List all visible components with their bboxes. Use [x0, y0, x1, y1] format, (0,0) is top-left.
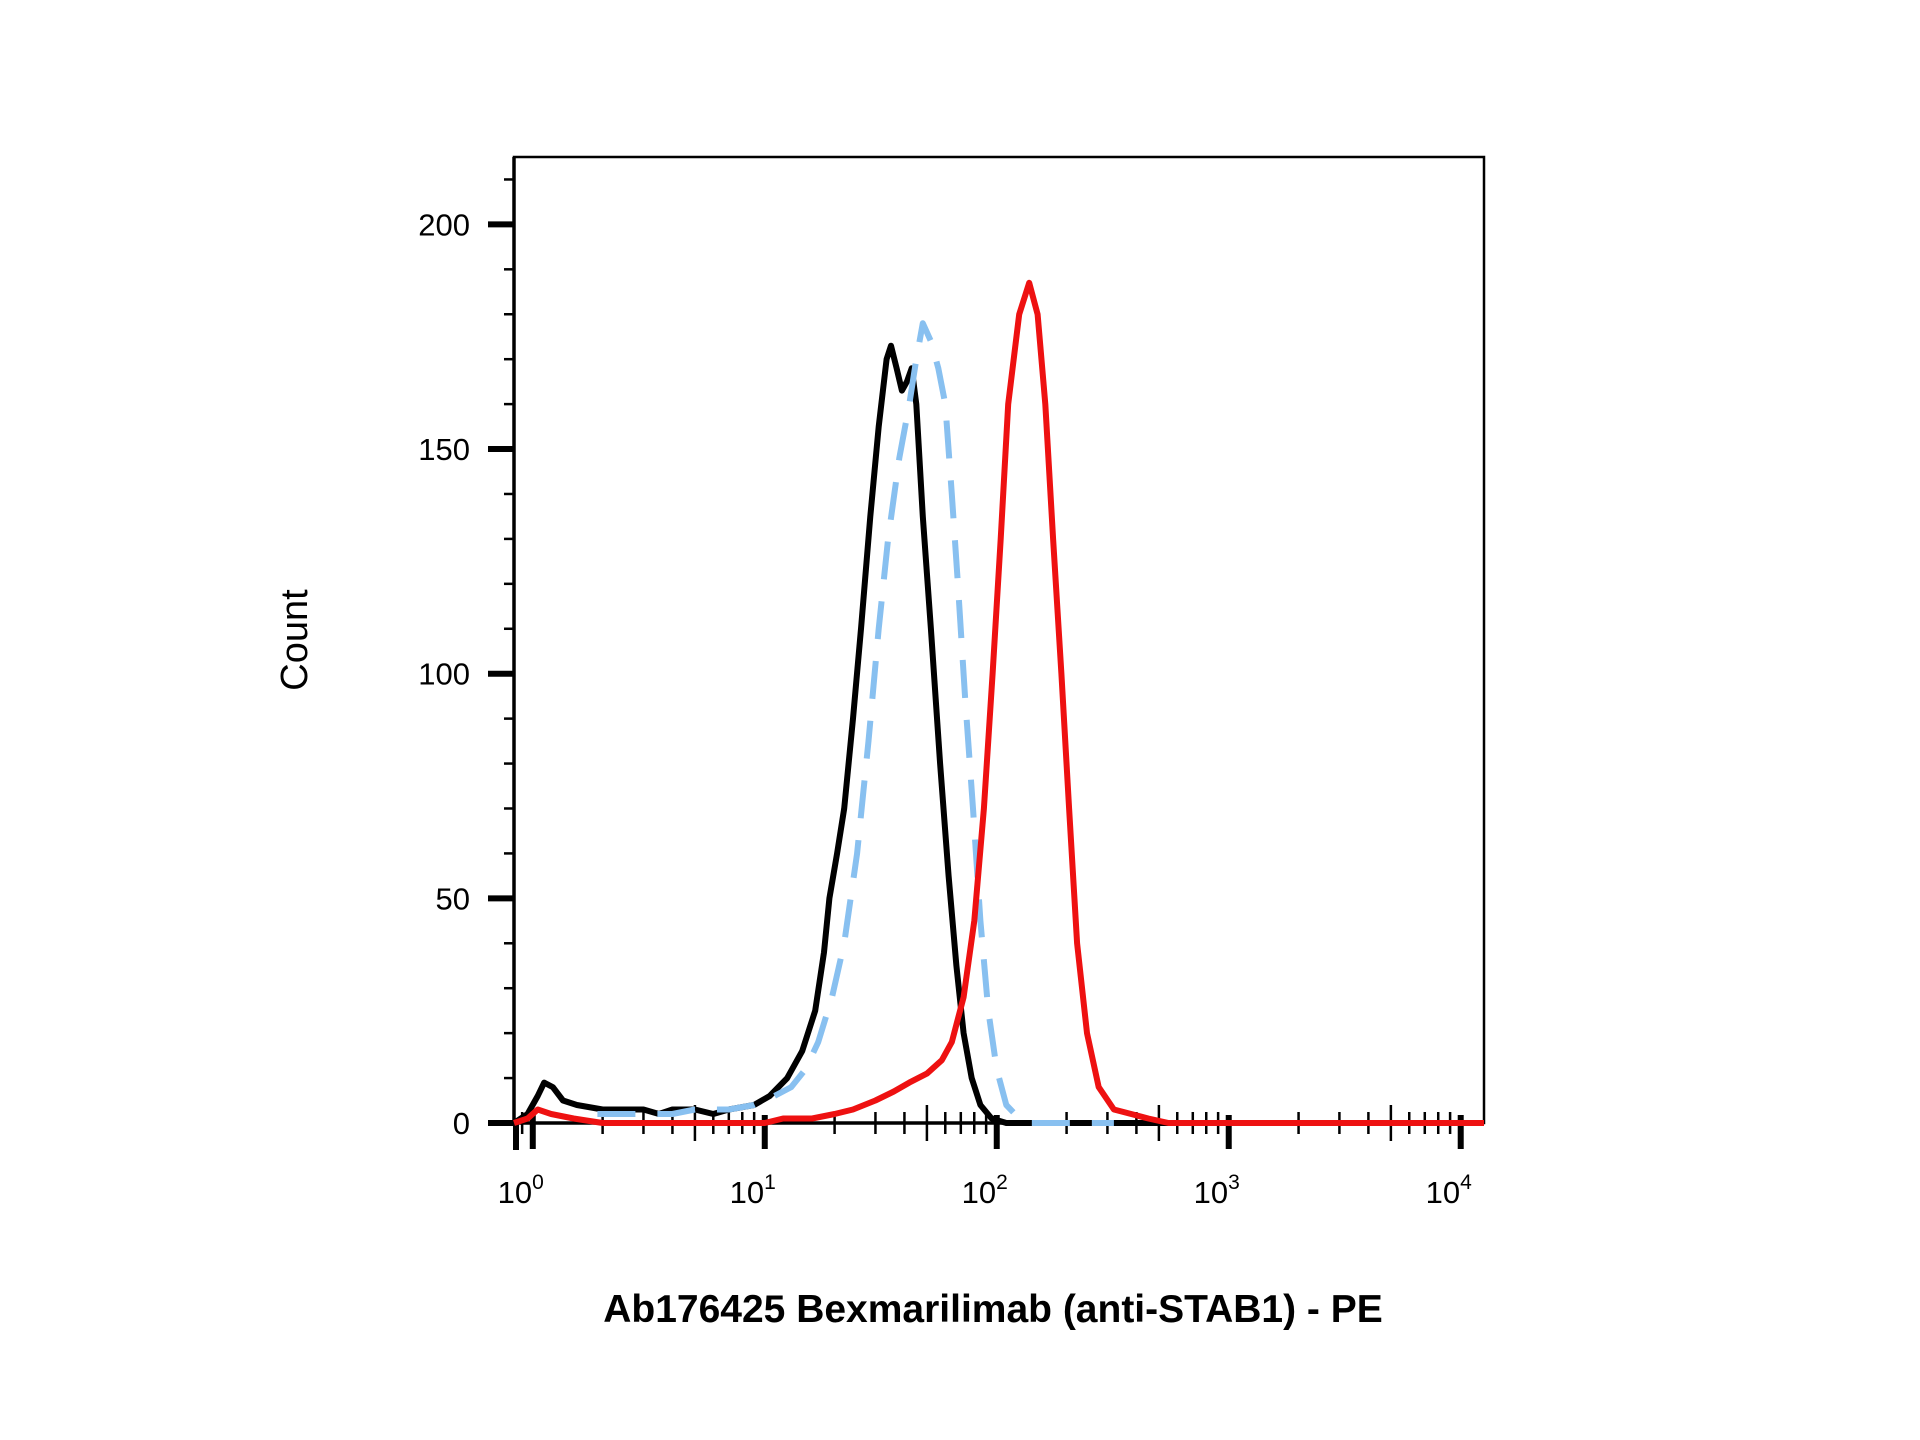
plot-frame: [512, 155, 1486, 1125]
x-tick-label: 101: [730, 1171, 776, 1210]
x-axis-title: Ab176425 Bexmarilimab (anti-STAB1) - PE: [603, 1288, 1383, 1331]
series-line-3: [513, 279, 1484, 1126]
y-tick-label: 100: [418, 657, 470, 692]
x-tick-label: 102: [962, 1171, 1008, 1210]
y-axis-ticks: 0 50 100 150 200: [418, 178, 514, 1141]
y-tick-label: 50: [436, 881, 470, 916]
y-tick-label: 150: [418, 432, 470, 467]
y-tick-label: 200: [418, 207, 470, 242]
series-line-1: [512, 342, 1484, 1126]
y-tick-label: 0: [453, 1106, 470, 1141]
x-tick-label: 100: [498, 1171, 544, 1210]
x-tick-label: 103: [1194, 1171, 1240, 1210]
x-tick-label: 104: [1426, 1171, 1472, 1210]
y-axis-title: Count: [274, 589, 316, 691]
series-layer: [512, 279, 1484, 1126]
x-axis-ticks: 100 101 102 103 104: [498, 1105, 1472, 1210]
series-line-2: [597, 320, 1114, 1126]
